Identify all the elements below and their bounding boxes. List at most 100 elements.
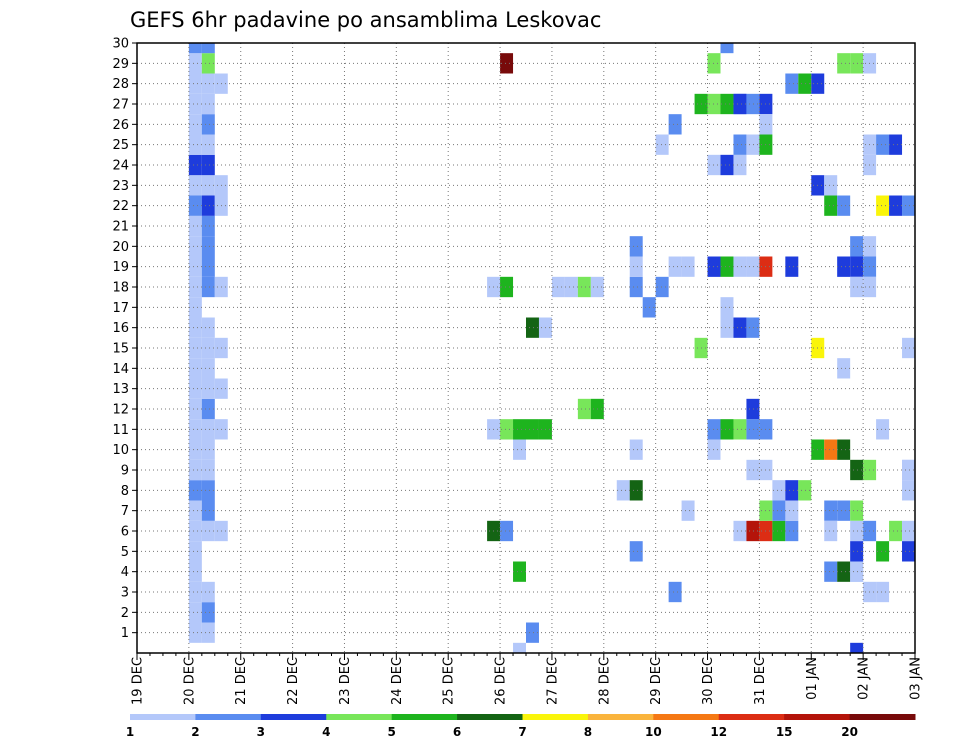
data-cell: [188, 500, 202, 521]
data-cell: [746, 419, 760, 440]
data-cell: [824, 439, 838, 460]
data-cell: [889, 520, 903, 542]
data-cell: [850, 459, 864, 481]
data-cell: [746, 256, 760, 277]
data-cell: [188, 459, 202, 481]
y-tick-label: 16: [112, 321, 129, 336]
data-cell: [629, 256, 643, 277]
data-cell: [616, 480, 630, 501]
data-cell: [876, 581, 890, 603]
data-cell: [733, 317, 747, 338]
data-cell: [824, 175, 838, 196]
legend-swatch: [260, 714, 327, 720]
data-cell: [188, 581, 202, 603]
y-tick-label: 1: [121, 626, 129, 641]
y-axis: 1234567891011121314151617181920212223242…: [112, 37, 137, 641]
data-cell: [188, 480, 202, 501]
data-cell: [720, 43, 734, 54]
data-cell: [564, 276, 578, 298]
data-cell: [837, 256, 851, 277]
x-axis: 19 DEC 20 DEC 21 DEC 22 DEC 23 DEC 24 DEC 25 D…: [131, 653, 924, 705]
legend-swatch: [326, 714, 393, 720]
data-cell: [746, 134, 760, 155]
data-cell: [850, 561, 864, 582]
y-tick-label: 14: [112, 362, 129, 377]
data-cell: [201, 480, 215, 501]
grid: [137, 43, 915, 653]
x-tick-label: 25 DEC: [442, 657, 457, 705]
y-tick-label: 7: [121, 504, 129, 519]
data-cell: [902, 195, 915, 216]
data-cell: [850, 520, 864, 542]
data-cell: [876, 195, 890, 216]
data-cell: [746, 398, 760, 420]
data-cell: [201, 337, 215, 359]
y-tick-label: 19: [112, 260, 129, 275]
data-cell: [837, 358, 851, 379]
data-cell: [513, 642, 526, 653]
data-cell: [824, 195, 838, 216]
data-cell: [500, 53, 514, 74]
y-tick-label: 30: [112, 37, 129, 52]
data-cell: [526, 317, 539, 338]
y-tick-label: 20: [112, 240, 129, 255]
legend-label: 10: [645, 725, 662, 739]
data-cell: [188, 276, 202, 298]
data-cell: [201, 602, 215, 623]
x-tick-label: 20 DEC: [182, 657, 197, 705]
data-cell: [201, 520, 215, 542]
legend-swatch: [718, 714, 785, 720]
legend-label: 6: [453, 725, 461, 739]
data-cell: [850, 541, 864, 562]
data-cell: [201, 459, 215, 481]
y-tick-label: 25: [112, 138, 129, 153]
x-tick-label: 31 DEC: [753, 657, 768, 705]
data-cell: [902, 337, 915, 359]
data-cell: [201, 195, 215, 216]
legend-swatch: [391, 714, 458, 720]
data-cell: [201, 581, 215, 603]
data-cell: [500, 419, 514, 440]
legend-label: 5: [387, 725, 395, 739]
y-tick-label: 22: [112, 199, 129, 214]
data-cell: [733, 256, 747, 277]
y-tick-label: 28: [112, 77, 129, 92]
x-tick-label: 29 DEC: [649, 657, 664, 705]
data-cell: [629, 276, 643, 298]
data-cell: [837, 195, 851, 216]
data-cell: [188, 43, 202, 54]
data-cell: [824, 561, 838, 582]
x-tick-label: 03 JAN: [909, 657, 924, 700]
data-cell: [629, 541, 643, 562]
data-cell: [850, 236, 864, 257]
y-tick-label: 2: [121, 606, 129, 621]
data-cell: [746, 520, 760, 542]
data-cell: [785, 73, 799, 94]
legend-label: 20: [841, 725, 858, 739]
data-cell: [707, 439, 721, 460]
data-cell: [188, 215, 202, 237]
data-cell: [188, 256, 202, 277]
data-cell: [201, 622, 215, 643]
data-cell: [188, 622, 202, 643]
data-cell: [889, 195, 903, 216]
data-cell: [785, 256, 799, 277]
data-cell: [188, 175, 202, 196]
data-cell: [188, 297, 202, 318]
data-cell: [188, 561, 202, 582]
data-cell: [837, 500, 851, 521]
data-cell: [850, 500, 864, 521]
data-cell: [188, 114, 202, 135]
data-cell: [201, 256, 215, 277]
data-cell: [772, 500, 786, 521]
x-tick-label: 27 DEC: [545, 657, 560, 705]
data-cell: [798, 480, 812, 501]
y-tick-label: 10: [112, 443, 129, 458]
data-cell: [850, 256, 864, 277]
y-tick-label: 12: [112, 403, 129, 418]
data-cell: [526, 419, 539, 440]
x-tick-label: 01 JAN: [805, 657, 820, 700]
y-tick-label: 11: [112, 423, 129, 438]
data-cell: [772, 480, 786, 501]
